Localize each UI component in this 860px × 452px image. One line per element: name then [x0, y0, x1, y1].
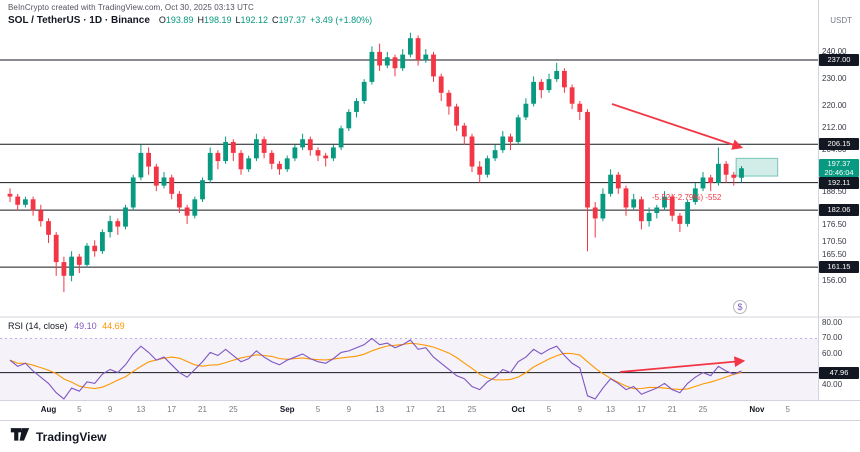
price-level-badge: 182.06 [819, 204, 859, 217]
time-axis-label: 25 [698, 405, 708, 414]
current-price-badge: 197.37 20:46:04 [819, 159, 859, 178]
high-value: 198.19 [203, 15, 232, 25]
price-tick-label: 176.50 [822, 220, 847, 230]
rsi-label: RSI [8, 321, 24, 331]
rsi-tick-label: 70.00 [822, 333, 843, 343]
time-axis-label: 13 [136, 405, 146, 414]
time-axis-label: 21 [436, 405, 446, 414]
time-axis-label: 9 [577, 405, 583, 414]
rsi-ma-value: 44.69 [102, 321, 125, 331]
time-axis-label: 17 [636, 405, 646, 414]
rsi-params: (14, close) [25, 321, 68, 331]
price-axis[interactable] [818, 0, 860, 420]
price-tick-label: 170.50 [822, 236, 847, 246]
price-level-badge: 161.15 [819, 261, 859, 274]
low-value: 192.12 [240, 15, 269, 25]
low-label: L [235, 15, 241, 25]
time-axis-label: Nov [749, 405, 765, 414]
time-axis-label: 25 [228, 405, 238, 414]
rsi-tick-label: 40.00 [822, 379, 843, 389]
time-axis-label: 5 [77, 405, 82, 414]
quote-currency-label: USDT [830, 16, 852, 25]
price-tick-label: 212.00 [822, 123, 847, 133]
footer: TradingView [0, 420, 860, 452]
time-axis[interactable] [0, 400, 860, 420]
tradingview-brand[interactable]: TradingView [36, 429, 107, 444]
rsi-level-badge: 47.96 [819, 366, 859, 379]
high-label: H [197, 15, 204, 25]
attribution-text: BeInCrypto created with TradingView.com,… [8, 3, 254, 12]
time-axis-label: 21 [667, 405, 677, 414]
time-axis-label: 5 [315, 405, 321, 414]
price-tick-label: 230.00 [822, 74, 847, 84]
time-axis-label: 13 [375, 405, 385, 414]
time-axis-label: Sep [279, 405, 295, 414]
time-axis-label: 9 [346, 405, 352, 414]
time-axis-label: 13 [606, 405, 616, 414]
rsi-tick-label: 60.00 [822, 348, 843, 358]
tradingview-logo-icon[interactable] [10, 426, 30, 447]
time-axis-label: Oct [511, 405, 525, 414]
time-axis-label: 5 [546, 405, 552, 414]
measure-annotation: -5.52 (-2.79%) -552 [652, 193, 722, 202]
change-value: +3.49 (+1.80%) [310, 15, 373, 25]
rsi-tick-label: 80.00 [822, 317, 843, 327]
price-tick-label: 240.00 [822, 46, 847, 56]
close-label: C [272, 15, 279, 25]
ohlc-values: O193.89 H198.19 L192.12 C197.37 +3.49 (+1.80… [155, 15, 372, 25]
time-axis-label: 9 [107, 405, 113, 414]
price-tick-label: 220.00 [822, 101, 847, 111]
price-level-badge: 192.11 [819, 176, 859, 189]
dollar-icon[interactable]: $ [733, 300, 747, 314]
symbol-title[interactable]: SOL / TetherUS · 1D · Binance [8, 15, 150, 26]
rsi-value: 49.10 [74, 321, 97, 331]
rsi-legend[interactable]: RSI (14, close) 49.10 44.69 [8, 321, 125, 331]
price-level-badge: 237.00 [819, 54, 859, 67]
price-level-badge: 206.15 [819, 138, 859, 151]
price-tick-label: 156.00 [822, 276, 847, 286]
time-axis-label: 5 [785, 405, 790, 414]
time-axis-label: 17 [405, 405, 415, 414]
price-tick-label: 165.50 [822, 250, 847, 260]
symbol-bar: SOL / TetherUS · 1D · Binance O193.89 H198… [8, 15, 372, 26]
time-axis-label: 17 [167, 405, 177, 414]
time-axis-label: 21 [198, 405, 207, 414]
close-value: 197.37 [278, 15, 307, 25]
open-value: 193.89 [165, 15, 194, 25]
price-tick-label: 188.50 [822, 187, 847, 197]
open-label: O [158, 15, 166, 25]
time-axis-label: Aug [40, 405, 57, 414]
time-axis-label: 25 [467, 405, 477, 414]
